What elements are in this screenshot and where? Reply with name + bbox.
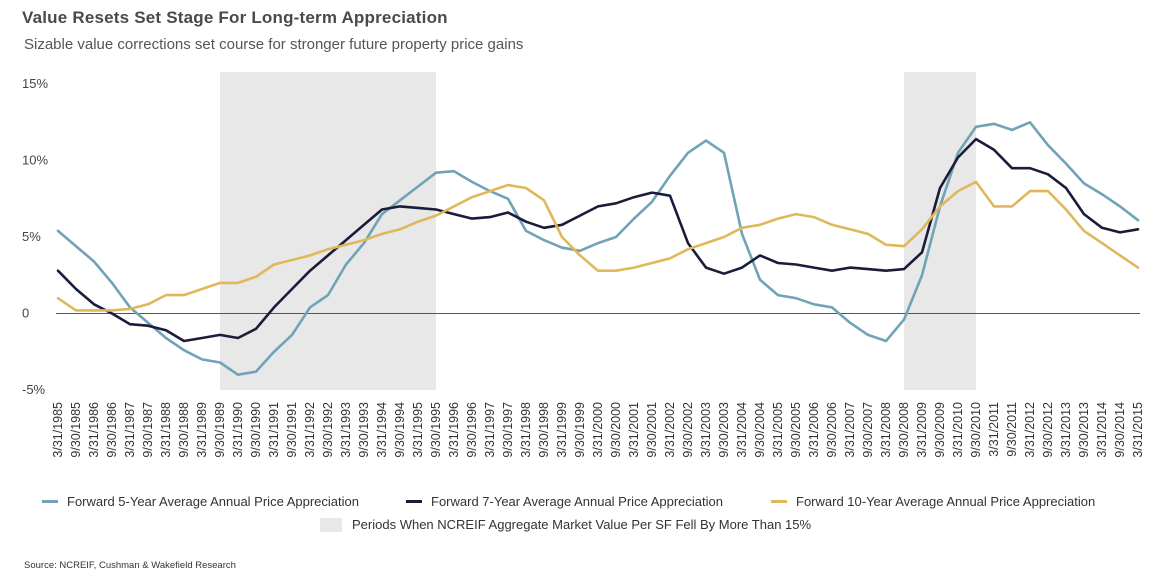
x-tick-label-32: 3/31/2001 — [627, 402, 641, 458]
x-tick-label-3: 9/30/1986 — [105, 402, 119, 458]
legend-entry-10yr: Forward 10-Year Average Annual Price App… — [771, 494, 1095, 509]
legend-swatch-5yr — [42, 500, 58, 503]
shaded-period-2 — [904, 72, 976, 390]
x-tick-label-7: 9/30/1988 — [177, 402, 191, 458]
legend-label-10yr: Forward 10-Year Average Annual Price App… — [796, 494, 1096, 509]
x-tick-label-2: 3/31/1986 — [87, 402, 101, 458]
x-tick-label-48: 3/31/2009 — [915, 402, 929, 458]
x-tick-label-55: 9/30/2012 — [1041, 402, 1055, 458]
x-tick-label-47: 9/30/2008 — [897, 402, 911, 458]
x-tick-label-20: 3/31/1995 — [411, 402, 425, 458]
y-tick-label-0: 15% — [22, 76, 48, 91]
x-tick-label-54: 3/31/2012 — [1023, 402, 1037, 458]
legend-entry-shaded: Periods When NCREIF Aggregate Market Val… — [320, 517, 811, 532]
legend-entry-7yr: Forward 7-Year Average Annual Price Appr… — [406, 494, 723, 509]
x-tick-label-51: 9/30/2010 — [969, 402, 983, 458]
x-tick-label-23: 9/30/1996 — [465, 402, 479, 458]
x-tick-label-14: 3/31/1992 — [303, 402, 317, 458]
x-tick-label-39: 9/30/2004 — [753, 402, 767, 458]
x-tick-label-10: 3/31/1990 — [231, 402, 245, 458]
x-tick-label-9: 9/30/1989 — [213, 402, 227, 458]
source-note: Source: NCREIF, Cushman & Wakefield Rese… — [24, 560, 236, 571]
x-tick-label-38: 3/31/2004 — [735, 402, 749, 458]
x-tick-label-44: 3/31/2007 — [843, 402, 857, 458]
series-line-3 — [56, 180, 1140, 312]
x-tick-label-24: 3/31/1997 — [483, 402, 497, 458]
series-line-1 — [56, 121, 1140, 377]
x-tick-label-6: 3/31/1988 — [159, 402, 173, 458]
x-tick-label-37: 9/30/2003 — [717, 402, 731, 458]
y-tick-label-2: 5% — [22, 229, 41, 244]
shaded-period-1 — [220, 72, 436, 390]
legend-label-shaded: Periods When NCREIF Aggregate Market Val… — [352, 517, 812, 532]
legend-swatch-7yr — [406, 500, 422, 503]
x-tick-label-22: 3/31/1996 — [447, 402, 461, 458]
series-line-2 — [56, 137, 1140, 343]
x-tick-label-46: 3/31/2008 — [879, 402, 893, 458]
x-tick-label-19: 9/30/1994 — [393, 402, 407, 458]
x-tick-label-43: 9/30/2006 — [825, 402, 839, 458]
legend-entry-5yr: Forward 5-Year Average Annual Price Appr… — [42, 494, 359, 509]
x-tick-label-27: 9/30/1998 — [537, 402, 551, 458]
x-tick-label-60: 3/31/2015 — [1131, 402, 1145, 458]
x-tick-label-15: 9/30/1992 — [321, 402, 335, 458]
x-tick-label-17: 9/30/1993 — [357, 402, 371, 458]
x-tick-label-58: 3/31/2014 — [1095, 402, 1109, 458]
chart-subtitle: Sizable value corrections set course for… — [24, 36, 524, 53]
x-tick-label-12: 3/31/1991 — [267, 402, 281, 458]
x-tick-label-29: 9/30/1999 — [573, 402, 587, 458]
x-tick-label-45: 9/30/2007 — [861, 402, 875, 458]
x-tick-label-52: 3/31/2011 — [987, 402, 1001, 457]
x-tick-label-18: 3/31/1994 — [375, 402, 389, 458]
x-tick-label-16: 3/31/1993 — [339, 402, 353, 458]
legend-swatch-shaded — [320, 517, 342, 532]
x-tick-label-28: 3/31/1999 — [555, 402, 569, 458]
x-tick-label-26: 3/31/1998 — [519, 402, 533, 458]
x-tick-label-30: 3/31/2000 — [591, 402, 605, 458]
chart-title: Value Resets Set Stage For Long-term App… — [22, 8, 448, 27]
x-tick-label-31: 9/30/2000 — [609, 402, 623, 458]
x-tick-label-41: 9/30/2005 — [789, 402, 803, 458]
legend-label-7yr: Forward 7-Year Average Annual Price Appr… — [431, 494, 723, 509]
x-tick-label-34: 3/31/2002 — [663, 402, 677, 458]
x-tick-label-56: 3/31/2013 — [1059, 402, 1073, 458]
legend-swatch-10yr — [771, 500, 787, 503]
x-tick-label-53: 9/30/2011 — [1005, 402, 1019, 457]
x-tick-label-4: 3/31/1987 — [123, 402, 137, 458]
legend-label-5yr: Forward 5-Year Average Annual Price Appr… — [67, 494, 359, 509]
y-tick-label-1: 10% — [22, 153, 48, 168]
x-tick-label-5: 9/30/1987 — [141, 402, 155, 458]
x-tick-label-35: 9/30/2002 — [681, 402, 695, 458]
x-tick-label-25: 9/30/1997 — [501, 402, 515, 458]
x-tick-label-8: 3/31/1989 — [195, 402, 209, 458]
x-tick-label-13: 9/30/1991 — [285, 402, 299, 458]
x-tick-label-40: 3/31/2005 — [771, 402, 785, 458]
x-tick-label-36: 3/31/2003 — [699, 402, 713, 458]
y-tick-label-3: 0 — [22, 306, 29, 321]
x-tick-label-33: 9/30/2001 — [645, 402, 659, 458]
x-tick-label-59: 9/30/2014 — [1113, 402, 1127, 458]
line-chart: 15% 10% 5% 0 -5% 3/31/1985 9/30/1985 3/31/1986 9… — [22, 72, 1145, 458]
x-tick-label-1: 9/30/1985 — [69, 402, 83, 458]
x-tick-label-11: 9/30/1990 — [249, 402, 263, 458]
x-tick-label-42: 3/31/2006 — [807, 402, 821, 458]
y-tick-label-4: -5% — [22, 382, 46, 397]
x-tick-label-21: 9/30/1995 — [429, 402, 443, 458]
x-tick-label-50: 3/31/2010 — [951, 402, 965, 458]
x-tick-label-49: 9/30/2009 — [933, 402, 947, 458]
x-tick-label-0: 3/31/1985 — [51, 402, 65, 458]
x-tick-label-57: 9/30/2013 — [1077, 402, 1091, 458]
